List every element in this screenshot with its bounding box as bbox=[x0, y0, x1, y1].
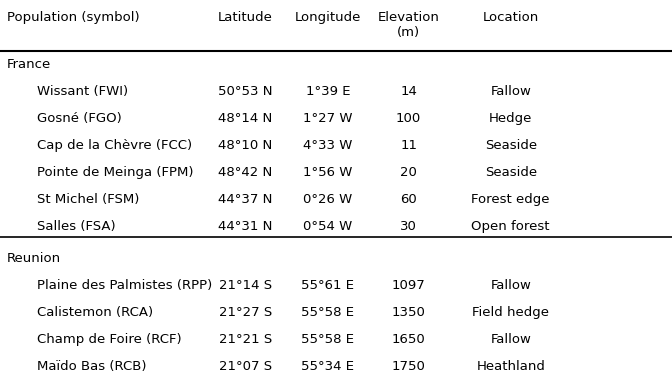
Text: 44°37 N: 44°37 N bbox=[218, 193, 272, 206]
Text: Champ de Foire (RCF): Champ de Foire (RCF) bbox=[37, 333, 181, 346]
Text: 1°56 W: 1°56 W bbox=[303, 166, 353, 179]
Text: Heathland: Heathland bbox=[476, 360, 545, 371]
Text: Fallow: Fallow bbox=[491, 85, 531, 98]
Text: 50°53 N: 50°53 N bbox=[218, 85, 273, 98]
Text: 11: 11 bbox=[400, 139, 417, 152]
Text: 55°58 E: 55°58 E bbox=[302, 306, 354, 319]
Text: Longitude: Longitude bbox=[295, 11, 361, 24]
Text: 1650: 1650 bbox=[392, 333, 425, 346]
Text: Cap de la Chèvre (FCC): Cap de la Chèvre (FCC) bbox=[37, 139, 192, 152]
Text: 14: 14 bbox=[400, 85, 417, 98]
Text: 1°27 W: 1°27 W bbox=[303, 112, 353, 125]
Text: Latitude: Latitude bbox=[218, 11, 273, 24]
Text: Salles (FSA): Salles (FSA) bbox=[37, 220, 116, 233]
Text: Population (symbol): Population (symbol) bbox=[7, 11, 139, 24]
Text: 20: 20 bbox=[400, 166, 417, 179]
Text: 0°54 W: 0°54 W bbox=[303, 220, 353, 233]
Text: Seaside: Seaside bbox=[485, 166, 537, 179]
Text: 48°10 N: 48°10 N bbox=[218, 139, 272, 152]
Text: 30: 30 bbox=[400, 220, 417, 233]
Text: 21°14 S: 21°14 S bbox=[218, 279, 272, 292]
Text: 48°14 N: 48°14 N bbox=[218, 112, 272, 125]
Text: 55°34 E: 55°34 E bbox=[302, 360, 354, 371]
Text: Elevation
(m): Elevation (m) bbox=[378, 11, 439, 39]
Text: 4°33 W: 4°33 W bbox=[303, 139, 353, 152]
Text: 1350: 1350 bbox=[392, 306, 425, 319]
Text: 0°26 W: 0°26 W bbox=[303, 193, 353, 206]
Text: Calistemon (RCA): Calistemon (RCA) bbox=[37, 306, 153, 319]
Text: Seaside: Seaside bbox=[485, 139, 537, 152]
Text: St Michel (FSM): St Michel (FSM) bbox=[37, 193, 139, 206]
Text: Fallow: Fallow bbox=[491, 333, 531, 346]
Text: 60: 60 bbox=[401, 193, 417, 206]
Text: Wissant (FWI): Wissant (FWI) bbox=[37, 85, 128, 98]
Text: Field hedge: Field hedge bbox=[472, 306, 549, 319]
Text: Open forest: Open forest bbox=[472, 220, 550, 233]
Text: 55°61 E: 55°61 E bbox=[302, 279, 354, 292]
Text: 1750: 1750 bbox=[392, 360, 425, 371]
Text: 44°31 N: 44°31 N bbox=[218, 220, 272, 233]
Text: Location: Location bbox=[482, 11, 539, 24]
Text: Pointe de Meinga (FPM): Pointe de Meinga (FPM) bbox=[37, 166, 194, 179]
Text: Maïdo Bas (RCB): Maïdo Bas (RCB) bbox=[37, 360, 146, 371]
Text: 55°58 E: 55°58 E bbox=[302, 333, 354, 346]
Text: Fallow: Fallow bbox=[491, 279, 531, 292]
Text: Reunion: Reunion bbox=[7, 252, 61, 265]
Text: Hedge: Hedge bbox=[489, 112, 532, 125]
Text: 21°07 S: 21°07 S bbox=[218, 360, 272, 371]
Text: 21°27 S: 21°27 S bbox=[218, 306, 272, 319]
Text: 100: 100 bbox=[396, 112, 421, 125]
Text: 1°39 E: 1°39 E bbox=[306, 85, 350, 98]
Text: 21°21 S: 21°21 S bbox=[218, 333, 272, 346]
Text: Plaine des Palmistes (RPP): Plaine des Palmistes (RPP) bbox=[37, 279, 212, 292]
Text: Gosné (FGO): Gosné (FGO) bbox=[37, 112, 122, 125]
Text: 1097: 1097 bbox=[392, 279, 425, 292]
Text: Forest edge: Forest edge bbox=[472, 193, 550, 206]
Text: 48°42 N: 48°42 N bbox=[218, 166, 272, 179]
Text: France: France bbox=[7, 58, 51, 71]
